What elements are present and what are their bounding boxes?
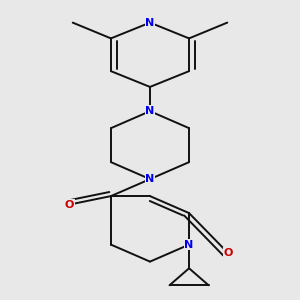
Text: O: O [64, 200, 74, 210]
Text: N: N [146, 18, 154, 28]
Text: N: N [146, 174, 154, 184]
Text: N: N [184, 240, 194, 250]
Text: O: O [224, 248, 233, 258]
Text: N: N [146, 106, 154, 116]
